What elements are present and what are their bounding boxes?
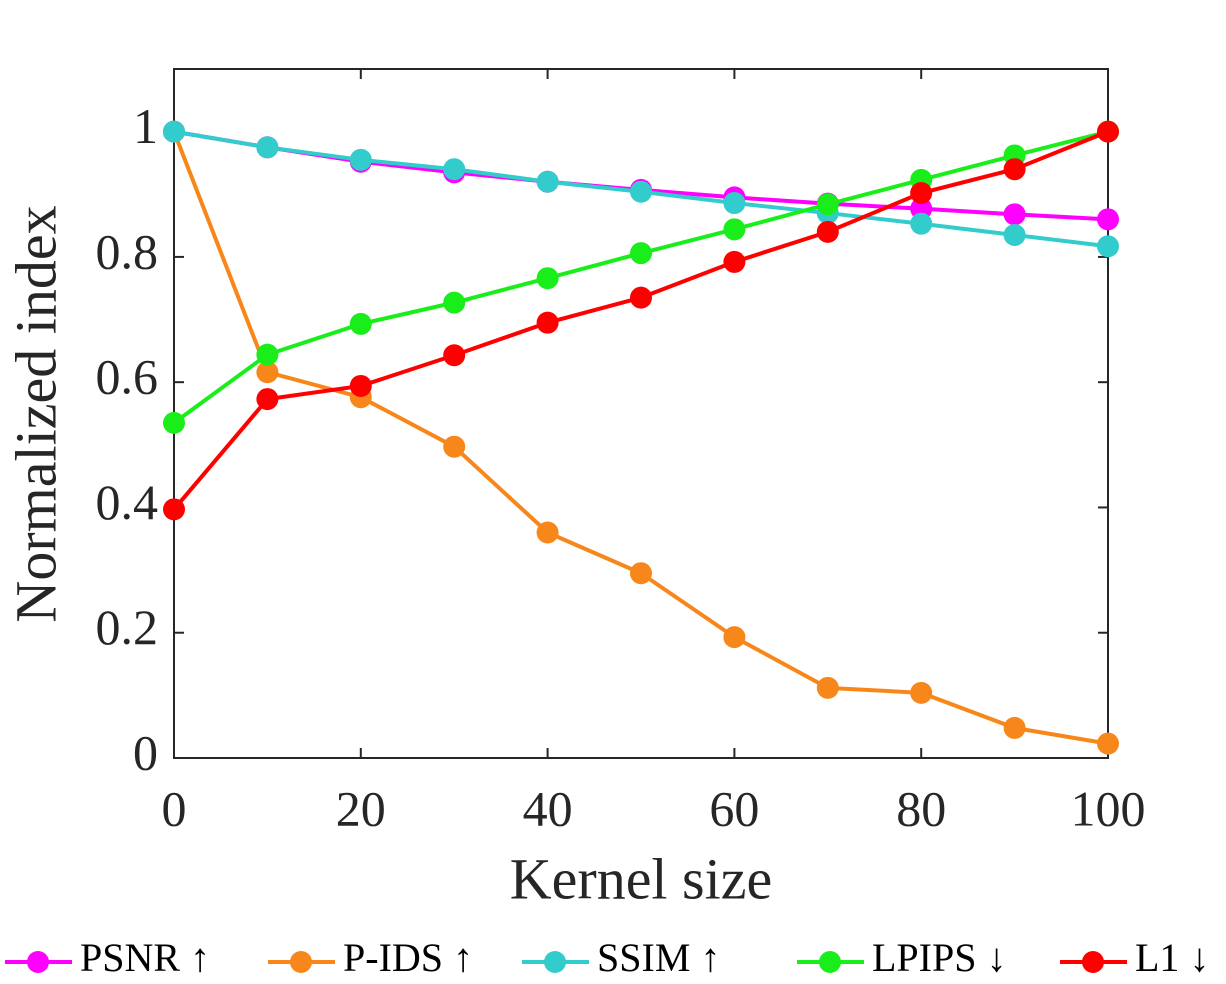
legend-label: P-IDS ↑ bbox=[343, 935, 473, 980]
data-point bbox=[349, 374, 372, 397]
legend-label: LPIPS ↓ bbox=[872, 935, 1007, 980]
y-axis-label: Normalized index bbox=[3, 205, 68, 622]
legend-label: PSNR ↑ bbox=[80, 935, 210, 980]
y-tick-label: 0.2 bbox=[96, 599, 159, 655]
data-point bbox=[443, 158, 466, 181]
x-tick-label: 60 bbox=[709, 780, 759, 836]
data-point bbox=[723, 192, 746, 215]
data-point bbox=[816, 193, 839, 216]
legend-label: SSIM ↑ bbox=[597, 935, 720, 980]
data-point bbox=[163, 498, 185, 521]
data-point bbox=[536, 311, 559, 334]
data-point bbox=[256, 136, 279, 159]
y-tick-label: 0.6 bbox=[96, 349, 159, 405]
data-point bbox=[816, 220, 839, 243]
y-tick-label: 0 bbox=[133, 724, 158, 780]
data-point bbox=[723, 218, 746, 241]
data-point bbox=[443, 344, 466, 367]
series-line bbox=[172, 129, 1109, 425]
data-point bbox=[816, 676, 839, 699]
data-point bbox=[630, 562, 652, 585]
data-point bbox=[1097, 208, 1119, 231]
data-point bbox=[630, 180, 652, 203]
data-point bbox=[256, 388, 279, 411]
data-point bbox=[1003, 223, 1026, 246]
data-point bbox=[1097, 732, 1119, 755]
legend-marker bbox=[290, 951, 312, 973]
x-tick-label: 20 bbox=[336, 780, 386, 836]
series-line bbox=[173, 129, 1109, 222]
data-point bbox=[536, 170, 559, 193]
data-point bbox=[163, 120, 185, 143]
x-tick-label: 100 bbox=[1071, 780, 1146, 836]
data-point bbox=[256, 343, 279, 366]
x-tick-label: 80 bbox=[896, 780, 946, 836]
legend-marker bbox=[27, 951, 49, 973]
x-tick-label: 40 bbox=[523, 780, 573, 836]
series-line bbox=[172, 130, 1109, 746]
data-point bbox=[910, 212, 933, 235]
data-point bbox=[443, 435, 466, 458]
data-point bbox=[1003, 203, 1026, 226]
data-point bbox=[1097, 235, 1119, 258]
data-point bbox=[723, 250, 746, 273]
data-point bbox=[256, 361, 279, 384]
data-point bbox=[1097, 120, 1119, 143]
data-point bbox=[630, 242, 652, 265]
data-point bbox=[536, 267, 559, 290]
data-point bbox=[1003, 158, 1026, 181]
legend-label: L1 ↓ bbox=[1135, 935, 1209, 980]
data-point bbox=[723, 626, 746, 649]
y-tick-label: 0.4 bbox=[96, 474, 159, 530]
data-point bbox=[536, 521, 559, 544]
data-point bbox=[349, 148, 372, 171]
data-point bbox=[630, 286, 652, 309]
legend-marker bbox=[819, 951, 841, 973]
x-axis-label: Kernel size bbox=[510, 846, 772, 911]
data-point bbox=[910, 197, 933, 220]
y-tick-label: 0.8 bbox=[96, 223, 159, 279]
data-point bbox=[163, 411, 185, 434]
data-point bbox=[910, 681, 933, 704]
data-point bbox=[349, 312, 372, 335]
plot-frame bbox=[173, 68, 1109, 759]
x-tick-label: 0 bbox=[162, 780, 187, 836]
legend-marker bbox=[544, 951, 566, 973]
data-point bbox=[443, 291, 466, 314]
y-tick-label: 1 bbox=[133, 98, 158, 154]
legend-marker bbox=[1082, 951, 1104, 973]
data-point bbox=[910, 182, 933, 205]
data-point bbox=[1003, 716, 1026, 739]
